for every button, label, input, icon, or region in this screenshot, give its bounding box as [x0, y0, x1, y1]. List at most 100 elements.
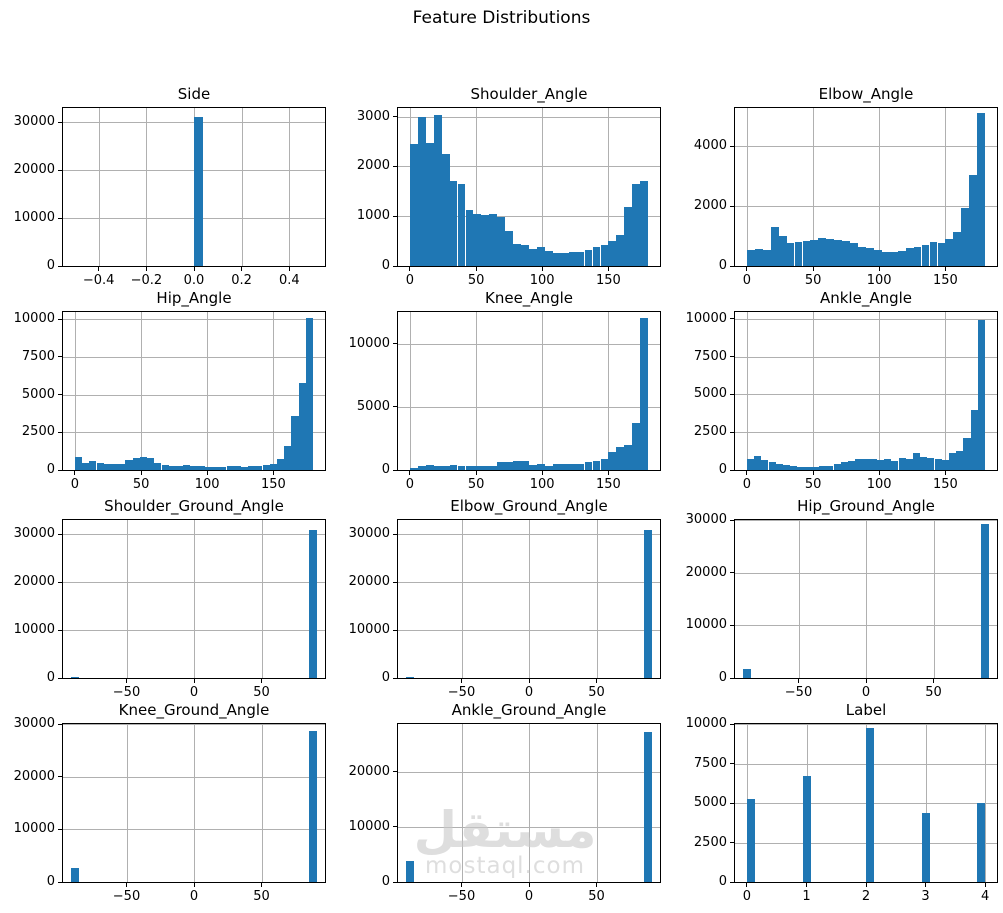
y-tick-mark [730, 802, 734, 804]
histogram-bar [881, 251, 890, 266]
gridline-horizontal [735, 146, 997, 148]
histogram-bar [770, 227, 779, 266]
histogram-bar [840, 462, 848, 470]
histogram-bar [465, 210, 474, 266]
histogram-bar [71, 676, 80, 678]
gridline-vertical [925, 724, 927, 882]
y-tick-mark [58, 629, 62, 631]
histogram-bar [810, 239, 819, 266]
x-tick-label: 50 [467, 273, 485, 288]
x-tick-mark [865, 883, 867, 887]
y-tick-mark [393, 677, 397, 679]
subplot-title: Shoulder_Angle [470, 85, 588, 103]
histogram-bar [858, 246, 866, 266]
x-tick-label: 150 [595, 273, 621, 288]
x-tick-mark [74, 471, 76, 475]
y-tick-mark [730, 624, 734, 626]
histogram-bar [544, 251, 553, 266]
y-tick-mark [730, 356, 734, 358]
x-tick-label: −50 [112, 889, 141, 904]
histogram-bar [778, 236, 787, 266]
x-tick-label: 50 [253, 685, 270, 700]
x-tick-label: 50 [253, 889, 270, 904]
y-tick-mark [730, 519, 734, 521]
histogram-bar [168, 466, 176, 470]
watermark: مستقل mostaql.com [414, 804, 597, 879]
y-tick-label: 10000 [13, 622, 55, 638]
gridline-horizontal [398, 406, 660, 408]
x-tick-label: 0 [70, 477, 80, 492]
y-tick-mark [58, 776, 62, 778]
histogram-bar [980, 524, 989, 678]
histogram-bar [457, 183, 466, 266]
gridline-horizontal [735, 318, 997, 320]
subplot-title: Hip_Angle [156, 289, 232, 307]
x-tick-mark [933, 679, 934, 683]
y-tick-mark [58, 723, 62, 725]
y-tick-mark [58, 533, 62, 535]
y-tick-label: 10000 [348, 818, 390, 834]
x-tick-label: 1 [802, 889, 811, 904]
histogram-bar [568, 252, 577, 266]
x-tick-label: −50 [447, 889, 476, 904]
x-tick-label: 0 [742, 273, 752, 288]
histogram-bar [961, 207, 970, 266]
y-tick-mark [393, 826, 397, 828]
x-tick-mark [878, 267, 880, 271]
x-tick-label: 100 [866, 477, 892, 492]
gridline-vertical [542, 312, 544, 470]
x-tick-mark [798, 679, 799, 683]
y-tick-label: 20000 [685, 564, 727, 580]
y-tick-label: 0 [46, 670, 55, 685]
x-tick-mark [461, 883, 462, 887]
gridline-vertical [866, 520, 867, 678]
x-tick-label: 0.0 [183, 273, 205, 288]
y-tick-label: 0 [46, 258, 55, 273]
histogram-bar [154, 462, 162, 470]
x-tick-label: 0 [524, 889, 534, 904]
x-tick-mark [193, 267, 195, 271]
gridline-vertical [273, 312, 275, 470]
x-tick-mark [461, 679, 462, 683]
y-tick-label: 0 [718, 462, 727, 477]
y-tick-mark [730, 677, 734, 679]
histogram-bar [913, 246, 922, 266]
histogram-bar [409, 143, 418, 266]
gridline-vertical [945, 108, 947, 266]
gridline-vertical [476, 312, 478, 470]
x-tick-label: 0 [189, 685, 199, 700]
x-tick-mark [261, 883, 262, 887]
histogram-bar [921, 812, 930, 882]
histogram-bar [937, 243, 946, 266]
histogram-bar [576, 251, 585, 266]
histogram-bar [912, 453, 921, 470]
x-tick-mark [541, 267, 543, 271]
histogram-bar [308, 529, 317, 678]
x-tick-mark [241, 267, 243, 271]
x-tick-mark [607, 471, 609, 475]
x-tick-label: 0.4 [278, 273, 300, 288]
histogram-bar [949, 453, 957, 470]
histogram-bar [212, 467, 220, 470]
histogram-bar [305, 318, 314, 470]
histogram-bar [529, 464, 537, 470]
histogram-bar [560, 252, 569, 266]
x-tick-label: 50 [804, 477, 822, 492]
histogram-bar [768, 462, 776, 470]
y-tick-mark [58, 431, 62, 433]
y-tick-label: 5000 [356, 398, 390, 414]
gridline-vertical [476, 108, 478, 266]
gridline-horizontal [398, 343, 660, 345]
x-tick-mark [746, 267, 748, 271]
y-tick-label: 10000 [13, 821, 55, 837]
y-tick-label: 0 [718, 258, 727, 273]
y-tick-label: 0 [718, 874, 727, 889]
histogram-bar [226, 466, 234, 470]
histogram-bar [608, 241, 617, 266]
y-tick-label: 7500 [693, 348, 727, 364]
y-tick-mark [730, 572, 734, 574]
y-tick-mark [393, 116, 397, 117]
histogram-bar [449, 181, 458, 266]
histogram-bar [945, 239, 954, 266]
